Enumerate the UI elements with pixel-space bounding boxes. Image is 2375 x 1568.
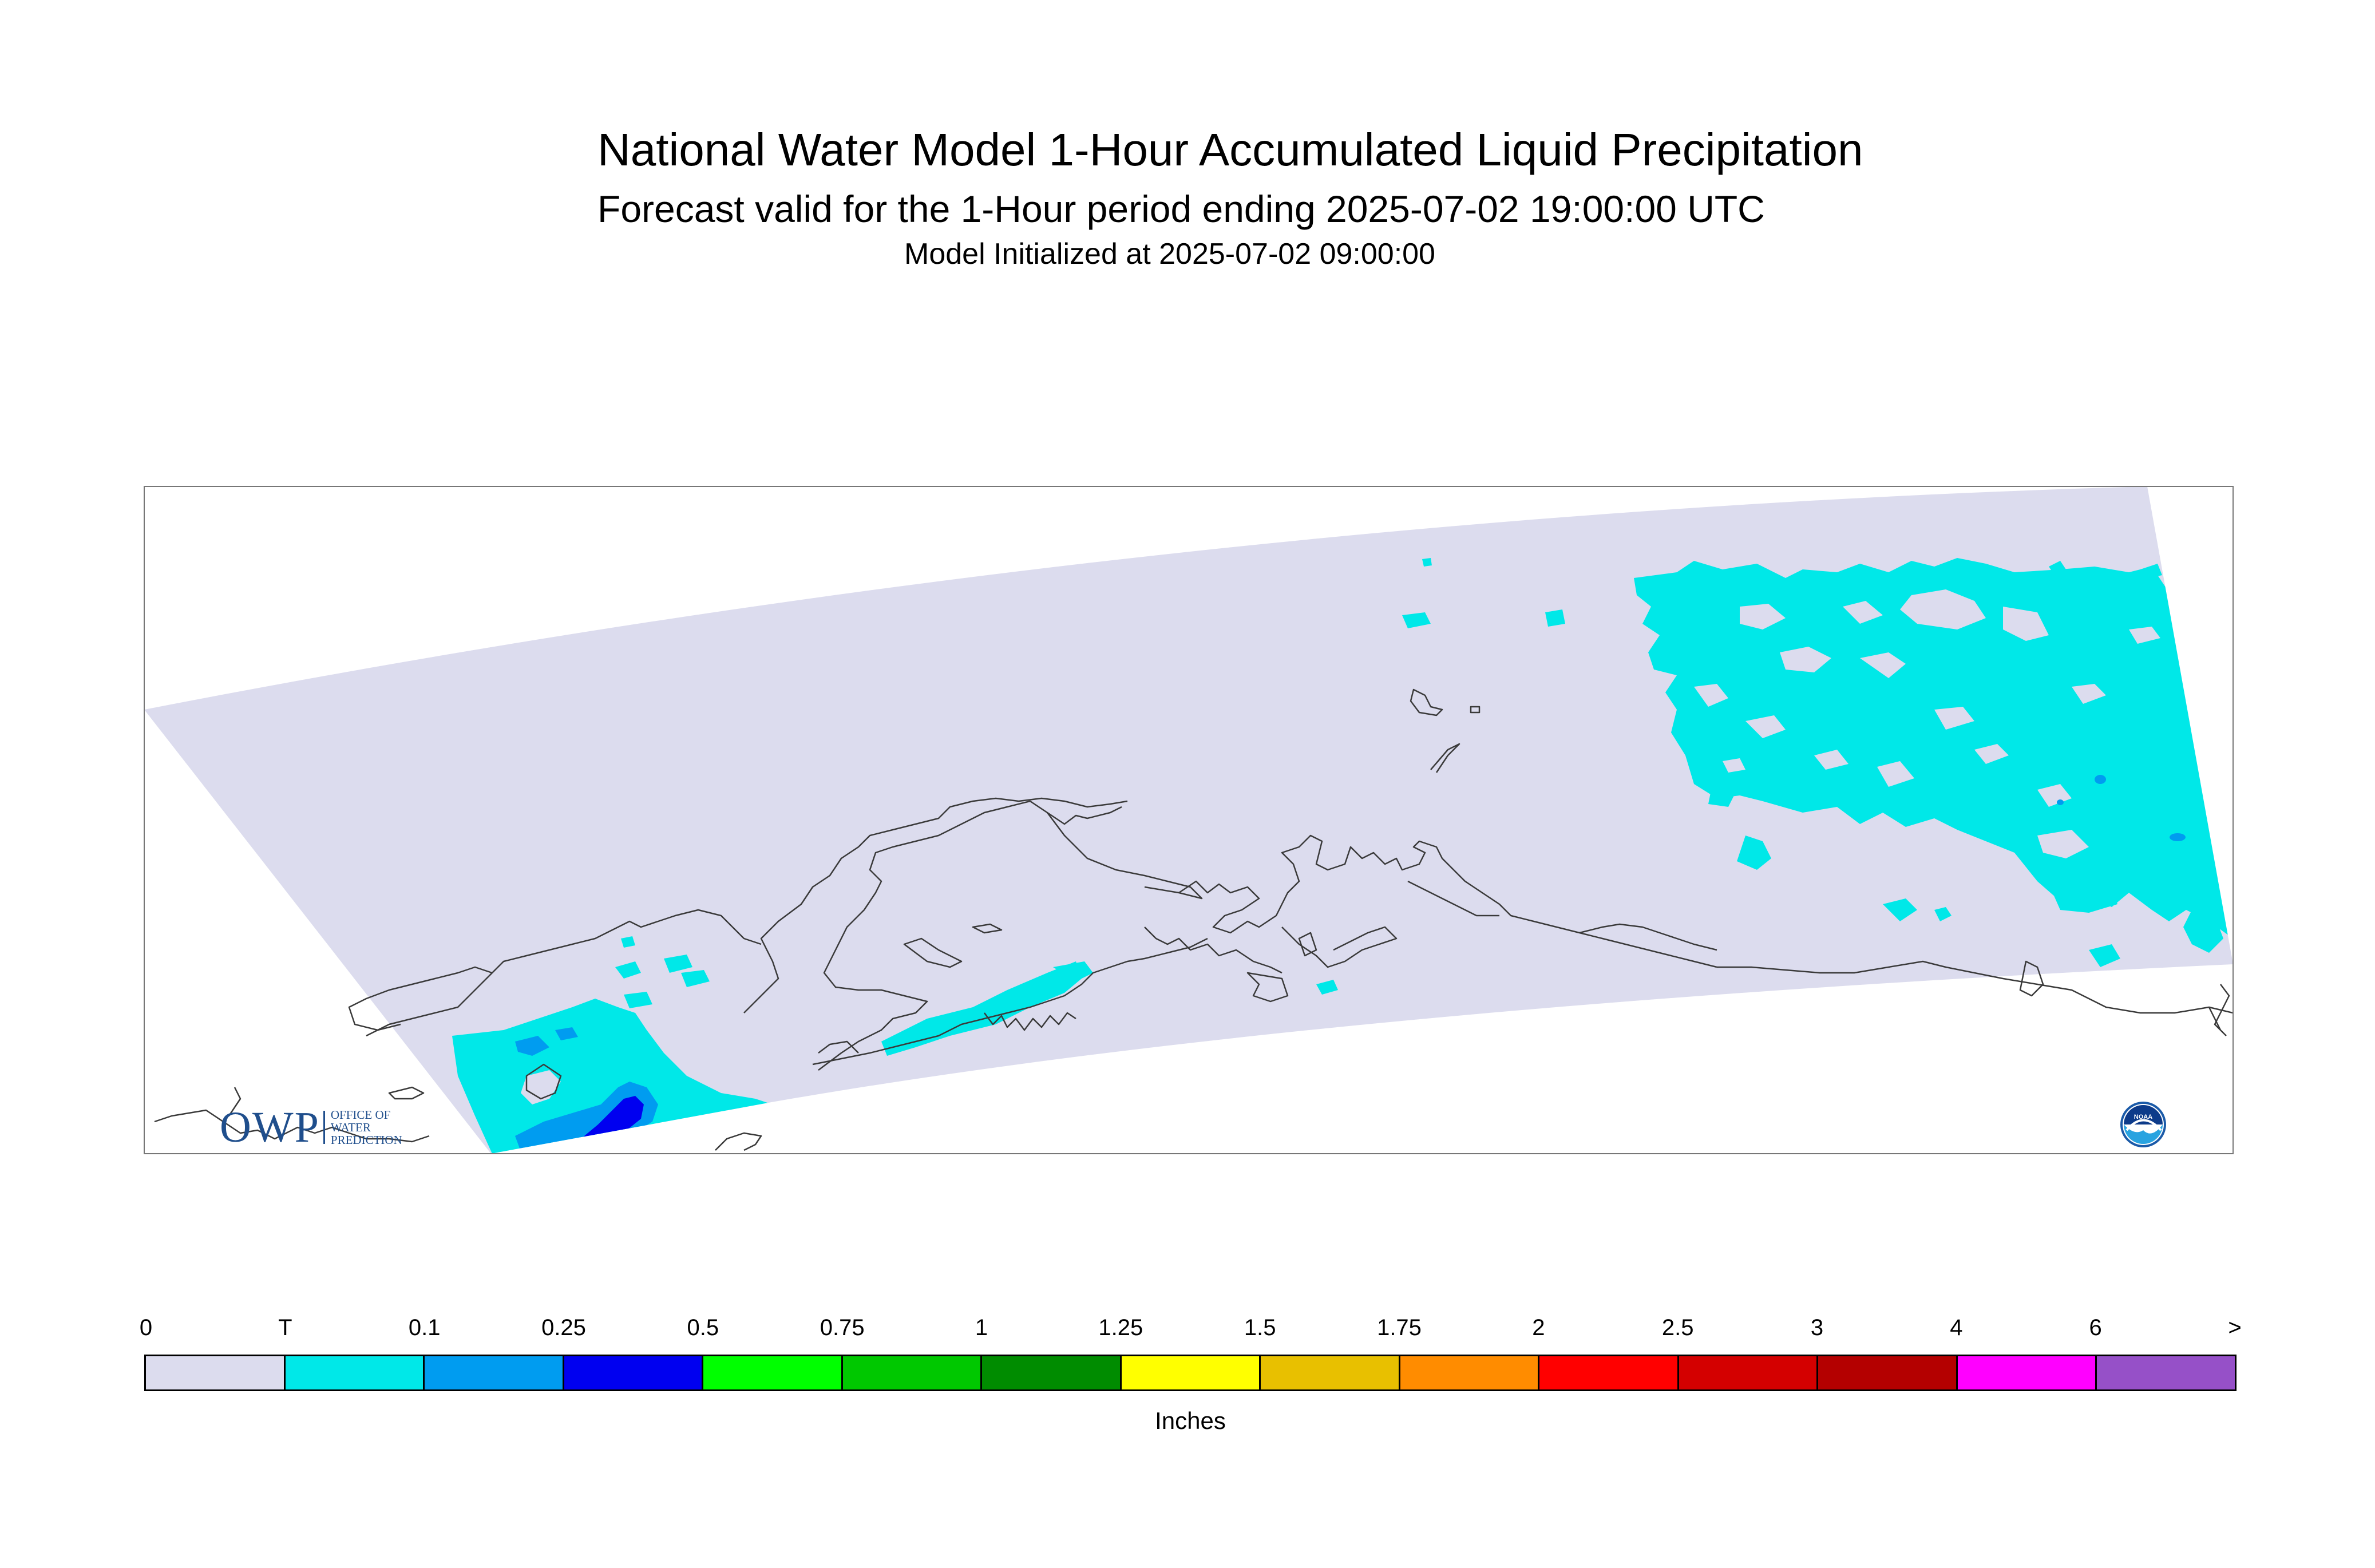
- owp-logo-divider: [323, 1111, 325, 1144]
- trace-precip-peninsula: [615, 936, 1338, 1056]
- owp-logo-subtitle: OFFICE OF WATER PREDICTION: [331, 1108, 402, 1146]
- chart-subtitle: Forecast valid for the 1-Hour period end…: [597, 188, 1765, 230]
- no-precip-holes: [1694, 589, 2160, 858]
- noaa-logo-text: NOAA: [2134, 1114, 2152, 1120]
- owp-logo: OWP OFFICE OF WATER PREDICTION: [220, 1103, 402, 1151]
- model-init-text: Model Initialized at 2025-07-02 09:00:00: [904, 237, 1435, 271]
- coastlines: [154, 688, 2233, 1151]
- light-precip-spots: [2057, 775, 2186, 841]
- owp-line-3: PREDICTION: [330, 1133, 402, 1147]
- chart-title: National Water Model 1-Hour Accumulated …: [597, 124, 1863, 175]
- owp-line-2: WATER: [330, 1120, 371, 1134]
- no-precip-hole-sw: [521, 1070, 561, 1104]
- owp-line-1: OFFICE OF: [330, 1108, 391, 1122]
- heavy-precip-core: [581, 1096, 644, 1142]
- noaa-logo: NOAA: [2120, 1102, 2166, 1147]
- map-frame: [144, 486, 2234, 1154]
- owp-logo-text: OWP: [220, 1103, 320, 1151]
